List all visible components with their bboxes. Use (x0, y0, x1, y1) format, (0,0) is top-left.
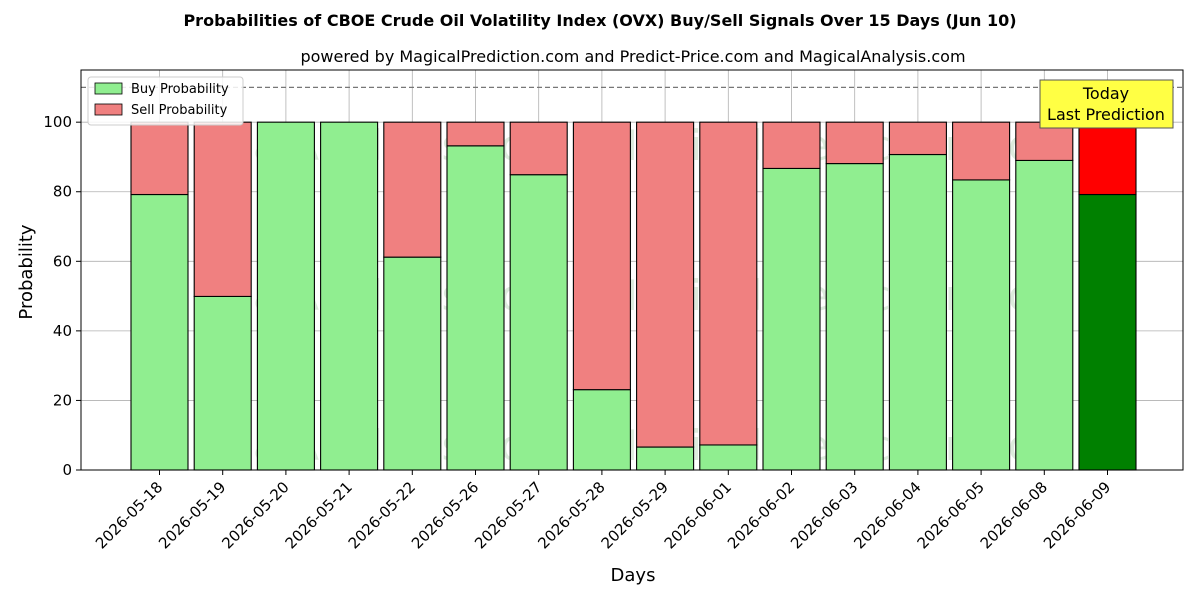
sell-bar (509, 121, 568, 176)
annotation-line2: Last Prediction (1047, 105, 1165, 124)
x-tick-label: 2026-06-08 (977, 478, 1051, 552)
legend-buy-swatch (94, 82, 123, 95)
annotation-box (1039, 79, 1174, 129)
x-tick-label: 2026-05-27 (471, 478, 545, 552)
sell-bar (446, 121, 505, 147)
y-tick-label: 60 (53, 252, 72, 270)
x-tick-label: 2026-06-01 (661, 478, 735, 552)
sell-bar (952, 121, 1011, 181)
buy-bar (636, 446, 695, 471)
buy-bar (888, 153, 947, 471)
plot-frame (80, 69, 1184, 471)
buy-bar (320, 121, 379, 471)
legend-box (87, 76, 244, 126)
sell-bar (383, 121, 442, 258)
buy-bar (383, 256, 442, 471)
x-tick-label: 2026-05-19 (155, 478, 229, 552)
buy-bar (952, 179, 1011, 471)
y-tick-label: 20 (53, 391, 72, 409)
legend-sell-label: Sell Probability (131, 103, 228, 118)
buy-bar (1078, 193, 1137, 471)
annotation-line1: Today (1082, 84, 1129, 103)
x-axis-label: Days (611, 565, 656, 586)
buy-bar (446, 145, 505, 471)
buy-bar (193, 295, 252, 471)
chart-title: Probabilities of CBOE Crude Oil Volatili… (183, 11, 1016, 30)
y-tick-label: 100 (43, 113, 72, 131)
buy-bar (572, 389, 631, 471)
x-tick-label: 2026-05-26 (408, 478, 482, 552)
x-tick-label: 2026-06-04 (850, 478, 924, 552)
x-tick-label: 2026-05-22 (345, 478, 419, 552)
x-tick-label: 2026-05-18 (92, 478, 166, 552)
buy-bar (762, 167, 821, 471)
x-tick-label: 2026-05-28 (534, 478, 608, 552)
x-tick-label: 2026-06-05 (914, 478, 988, 552)
x-tick-label: 2026-05-29 (598, 478, 672, 552)
y-tick-label: 0 (62, 461, 72, 479)
buy-bar (699, 444, 758, 471)
chart-subtitle: powered by MagicalPrediction.com and Pre… (300, 47, 965, 66)
x-tick-label: 2026-06-02 (724, 478, 798, 552)
buy-bar (256, 121, 315, 471)
sell-bar (888, 121, 947, 156)
buy-bar (825, 163, 884, 471)
sell-bar (193, 121, 252, 297)
sell-bar (1078, 121, 1137, 196)
buy-bar (130, 193, 189, 471)
x-tick-label: 2026-06-09 (1040, 478, 1114, 552)
sell-bar (762, 121, 821, 169)
buy-bar (1015, 159, 1074, 471)
sell-bar (130, 121, 189, 196)
buy-bar (509, 174, 568, 471)
y-tick-label: 80 (53, 183, 72, 201)
x-tick-label: 2026-05-20 (218, 478, 292, 552)
x-tick-label: 2026-05-21 (282, 478, 356, 552)
legend-sell-swatch (94, 103, 123, 116)
sell-bar (636, 121, 695, 448)
today-annotation: Today Last Prediction (1039, 79, 1174, 129)
y-tick-label: 40 (53, 322, 72, 340)
bars-layer (130, 121, 1137, 471)
legend-buy-label: Buy Probability (131, 82, 229, 97)
sell-bar (572, 121, 631, 391)
y-axis-label: Probability (16, 224, 37, 319)
legend: Buy Probability Sell Probability (87, 76, 244, 126)
x-tick-label: 2026-06-03 (787, 478, 861, 552)
sell-bar (825, 121, 884, 165)
sell-bar (699, 121, 758, 446)
